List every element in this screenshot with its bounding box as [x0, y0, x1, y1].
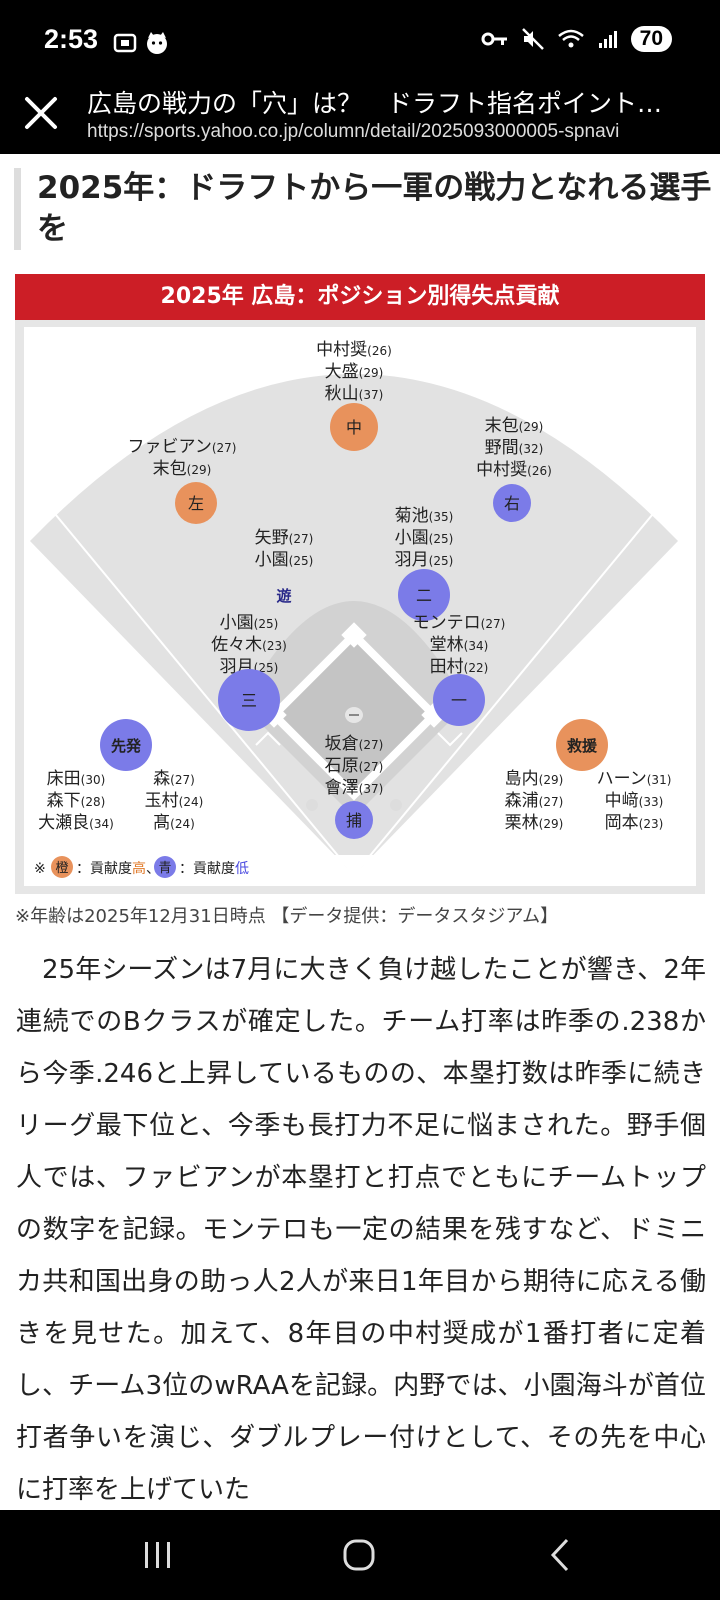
player-label: 小園(25)	[220, 613, 279, 633]
home-icon[interactable]	[300, 1510, 420, 1600]
section-heading: 2025年：ドラフトから一軍の戦力となれる選手を	[14, 168, 720, 250]
starters-marker	[100, 719, 152, 771]
position-marker-6	[433, 674, 485, 726]
position-chart-graphic: 2025年 広島：ポジション別得失点貢献	[15, 274, 705, 894]
relievers-label: 救援	[567, 737, 598, 755]
player-label: 矢野(27)	[255, 528, 314, 548]
legend-blue-text: ：貢献度低	[179, 861, 249, 877]
screenshot-icon	[113, 33, 137, 53]
player-label: 末包(29)	[485, 416, 544, 436]
starters-player: 大瀬良(34)	[38, 813, 114, 833]
clock: 2:53	[44, 24, 99, 54]
relievers-player: 島内(29)	[505, 769, 564, 789]
notification-icons	[112, 30, 170, 56]
relievers-player: 栗林(29)	[505, 813, 564, 833]
player-label: 小園(25)	[255, 550, 314, 570]
player-label: 中村奨(26)	[316, 340, 392, 360]
starters-player: 髙(24)	[153, 813, 195, 833]
position-label: 捕	[346, 811, 362, 830]
player-label: 會澤(37)	[325, 778, 384, 798]
relievers-player: 岡本(23)	[605, 813, 664, 833]
position-label: 遊	[276, 587, 291, 605]
player-label: 坂倉(27)	[325, 734, 384, 754]
relievers-player: 中﨑(33)	[605, 791, 664, 811]
page-url[interactable]: https://sports.yahoo.co.jp/column/detail…	[87, 121, 620, 142]
position-label: 左	[188, 494, 204, 513]
recent-apps-icon[interactable]	[98, 1510, 218, 1600]
legend-orange-dot	[51, 856, 73, 878]
cat-app-icon	[147, 32, 167, 54]
position-marker-5	[218, 669, 280, 731]
field-panel: 中村奨(26) 大盛(29) 秋山(37) 中ファビアン(27) 末包(29) 左末包(2…	[24, 327, 696, 886]
position-marker-2	[493, 484, 531, 522]
legend-orange-text: ：貢献度高、	[76, 860, 160, 877]
starters-label: 先発	[111, 737, 142, 755]
player-label: 末包(29)	[153, 459, 212, 479]
home-plate-area	[334, 855, 374, 875]
signal-icon	[598, 31, 617, 48]
system-nav-bar	[0, 1510, 720, 1600]
coach-boxes	[255, 731, 463, 747]
article-body: 25年シーズンは7月に大きく負け越したことが響き、2年連続でのBクラスが確定した…	[16, 955, 706, 1505]
baseball-field-diagram: 中村奨(26)大盛(29)秋山(37)中ファビアン(27)末包(29)左末包(2…	[30, 340, 678, 878]
starters-player: 玉村(24)	[145, 791, 204, 811]
player-label: 菊池(35)	[395, 506, 454, 526]
page-title: 広島の戦力の「穴」は？ ドラフト指名ポイント…	[87, 89, 663, 118]
player-label: 佐々木(23)	[211, 635, 287, 655]
player-label: 小園(25)	[395, 528, 454, 548]
starters-player: 森(27)	[153, 769, 195, 789]
player-label: 中村奨(26)	[476, 460, 552, 480]
player-label: 田村(22)	[430, 657, 489, 677]
wifi-icon	[557, 29, 584, 48]
player-label: 堂林(34)	[430, 635, 489, 655]
position-label: 右	[504, 494, 520, 513]
player-label: 大盛(29)	[325, 362, 384, 382]
position-marker-0	[330, 403, 378, 451]
relievers-player: 森浦(27)	[505, 791, 564, 811]
second-base	[341, 622, 367, 648]
browser-toolbar: 広島の戦力の「穴」は？ ドラフト指名ポイント… https://sports.y…	[0, 80, 720, 154]
player-label: ファビアン(27)	[128, 437, 237, 457]
player-label: 秋山(37)	[325, 384, 384, 404]
legend-orange-dot-label: 橙	[55, 861, 68, 876]
left-foul-line	[45, 502, 355, 876]
position-label: 三	[241, 691, 257, 710]
graphic-caption: ※年齢は2025年12月31日時点 【データ提供：データスタジアム】	[15, 906, 559, 927]
mute-icon	[521, 28, 544, 50]
article-content: 2025年：ドラフトから一軍の戦力となれる選手を 2025年 広島：ポジション別…	[0, 154, 720, 1510]
legend-blue-dot-label: 青	[158, 861, 171, 876]
legend-prefix: ※	[34, 861, 46, 877]
on-deck-circle-left	[306, 799, 318, 811]
starters-player: 森下(28)	[47, 791, 106, 811]
starters-player: 床田(30)	[47, 769, 106, 789]
player-label: 石原(27)	[325, 756, 384, 776]
position-label: 一	[451, 691, 467, 710]
status-bar: 2:53	[0, 0, 720, 80]
position-label: 二	[416, 586, 432, 605]
close-icon[interactable]	[22, 94, 60, 132]
battery-indicator: 70	[630, 26, 672, 52]
position-marker-1	[175, 482, 217, 524]
relievers-marker	[556, 719, 608, 771]
legend-blue-dot	[154, 856, 176, 878]
position-marker-7	[335, 801, 373, 839]
relievers-player: ハーン(31)	[597, 769, 672, 789]
position-marker-4	[398, 569, 450, 621]
position-label: 中	[346, 418, 362, 437]
player-label: 野間(32)	[485, 438, 544, 458]
right-foul-line	[353, 502, 663, 876]
player-label: モンテロ(27)	[413, 613, 506, 633]
key-icon	[481, 32, 507, 46]
graphic-title: 2025年 広島：ポジション別得失点貢献	[15, 274, 705, 320]
back-icon[interactable]	[503, 1510, 623, 1600]
system-icons: 70	[481, 26, 672, 52]
on-deck-circle-right	[390, 799, 402, 811]
player-label: 羽月(25)	[395, 550, 454, 570]
